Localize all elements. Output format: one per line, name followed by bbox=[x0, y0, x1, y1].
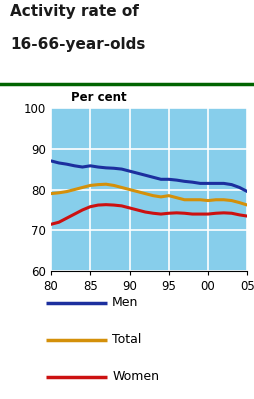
Text: 16-66-year-olds: 16-66-year-olds bbox=[10, 37, 145, 52]
Text: Total: Total bbox=[112, 333, 141, 346]
Text: Per cent: Per cent bbox=[71, 91, 126, 104]
Text: Women: Women bbox=[112, 370, 158, 383]
Text: Men: Men bbox=[112, 296, 138, 309]
Text: Activity rate of: Activity rate of bbox=[10, 4, 138, 20]
